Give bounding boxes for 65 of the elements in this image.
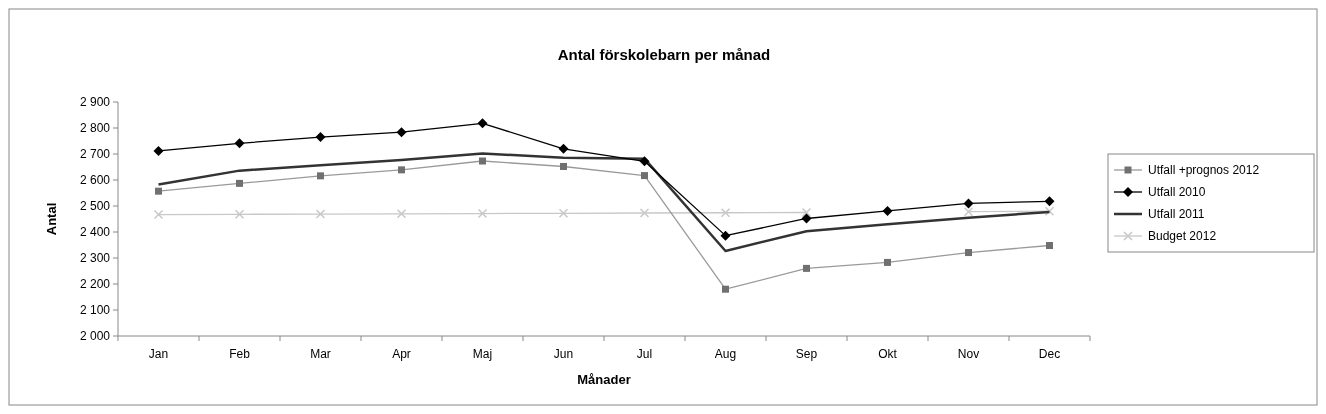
point xyxy=(236,179,243,187)
y-tick-label: 2 500 xyxy=(79,199,111,214)
point xyxy=(315,209,326,219)
point xyxy=(153,145,164,156)
point xyxy=(234,138,245,149)
y-tick-label: 2 600 xyxy=(79,173,111,188)
legend-label: Utfall 2011 xyxy=(1148,207,1205,222)
y-tick-label: 2 400 xyxy=(79,225,111,240)
y-tick-label: 2 000 xyxy=(79,329,111,344)
point xyxy=(803,264,810,272)
point xyxy=(720,208,731,218)
point xyxy=(1044,206,1055,216)
x-axis-title: Månader xyxy=(577,372,631,387)
x-tick-label: Maj xyxy=(472,347,493,361)
point xyxy=(396,127,407,138)
point xyxy=(641,172,648,180)
line-series xyxy=(157,152,1051,253)
x-tick-label: Sep xyxy=(795,347,818,361)
x-tick-label: Dec xyxy=(1038,347,1061,361)
point xyxy=(560,162,567,170)
point xyxy=(1044,196,1055,207)
point xyxy=(315,132,326,143)
point xyxy=(884,258,891,266)
x-tick-label: Feb xyxy=(229,347,251,361)
point xyxy=(558,208,569,219)
y-tick-label: 2 100 xyxy=(79,303,111,318)
y-axis-title: Antal xyxy=(44,202,59,236)
point xyxy=(398,166,405,174)
point xyxy=(639,156,650,167)
x-tick-label: Jan xyxy=(148,347,169,361)
y-tick-label: 2 200 xyxy=(79,277,111,292)
point xyxy=(234,209,245,220)
chart-title: Antal förskolebarn per månad xyxy=(557,46,771,63)
point xyxy=(639,208,650,218)
point xyxy=(801,207,812,218)
point xyxy=(882,205,893,216)
point xyxy=(720,230,731,241)
legend-label: Utfall 2010 xyxy=(1148,185,1206,200)
y-tick-label: 2 300 xyxy=(79,251,111,266)
point xyxy=(558,143,569,154)
point xyxy=(965,249,972,257)
y-tick-label: 2 800 xyxy=(79,121,111,136)
point xyxy=(963,206,974,217)
point xyxy=(317,172,324,180)
point xyxy=(801,213,812,224)
point xyxy=(722,285,729,293)
point xyxy=(1046,242,1053,250)
legend-label: Budget 2012 xyxy=(1148,229,1217,244)
y-tick-label: 2 900 xyxy=(79,95,111,110)
point xyxy=(153,209,164,220)
x-tick-label: Apr xyxy=(392,347,411,361)
point xyxy=(477,208,488,219)
x-tick-label: Aug xyxy=(714,347,737,361)
x-tick-label: Mar xyxy=(310,347,331,361)
y-tick-label: 2 700 xyxy=(79,147,111,162)
x-tick-label: Jul xyxy=(636,347,653,361)
point xyxy=(477,118,488,129)
x-tick-label: Jun xyxy=(553,347,574,361)
point xyxy=(479,157,486,165)
point xyxy=(396,209,407,219)
legend-label: Utfall +prognos 2012 xyxy=(1148,163,1260,178)
x-tick-label: Nov xyxy=(957,347,980,361)
point xyxy=(963,198,974,209)
x-tick-label: Okt xyxy=(878,347,898,361)
point xyxy=(155,187,162,195)
